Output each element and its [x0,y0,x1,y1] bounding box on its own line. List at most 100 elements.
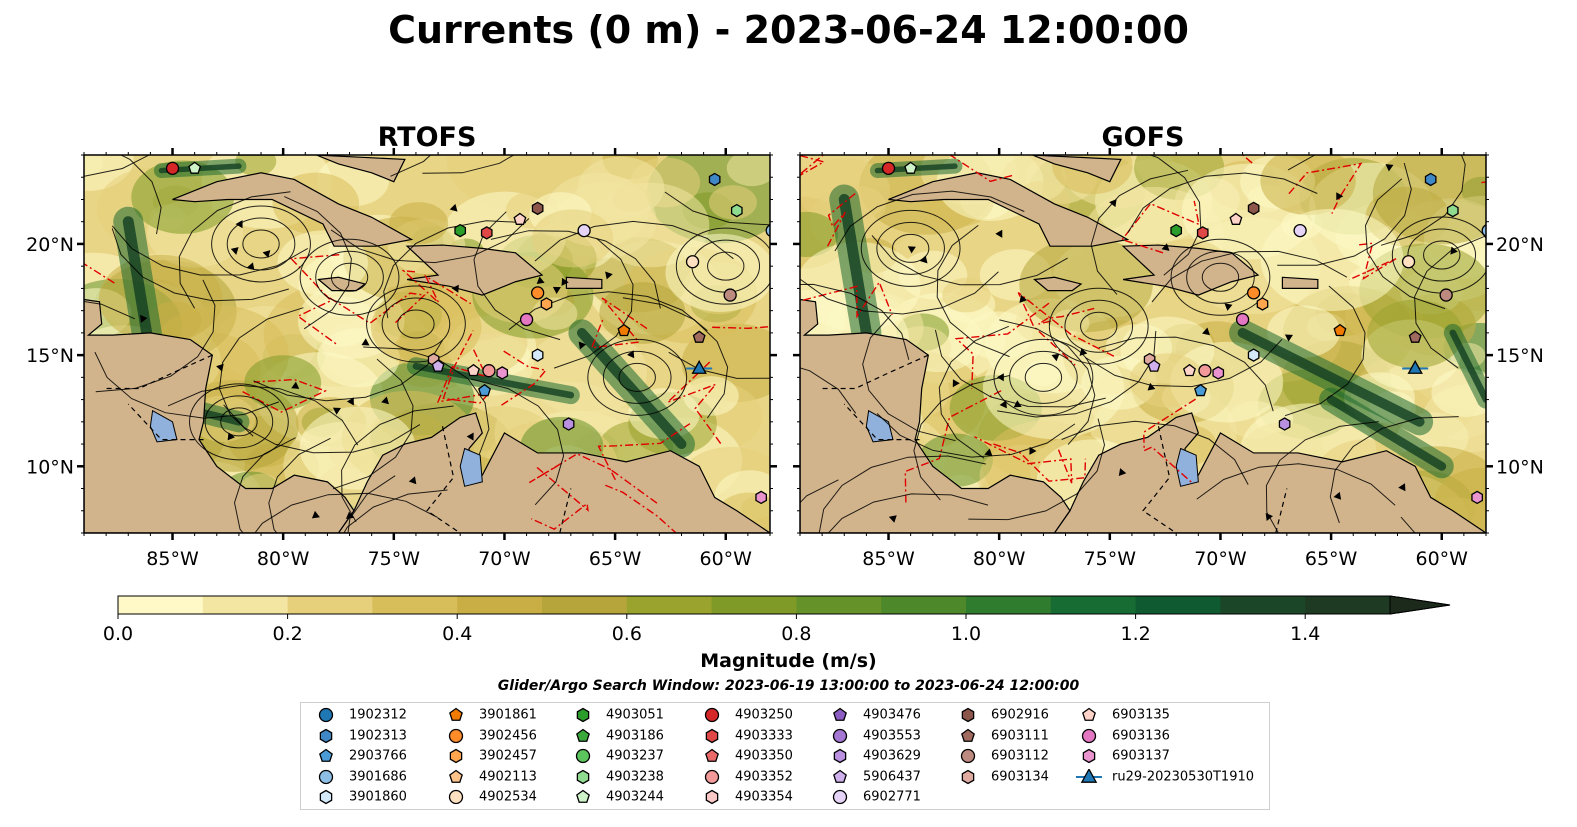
streamline-arrow [919,255,928,264]
streamline [1127,172,1318,233]
country-border [426,426,461,533]
streamline [936,225,1010,358]
legend-marker [832,790,848,805]
circle-marker-icon [318,707,334,723]
eddy-streamline [675,227,770,305]
land-puertorico [1281,276,1319,290]
eez-boundary [442,330,489,404]
legend-entry: 3901860 [311,789,407,806]
eddy-streamline [299,238,400,316]
legend-entry: 6903136 [1074,728,1170,745]
streamline [1196,463,1396,506]
colorbar-segment [626,596,713,614]
platform-6902916 [531,201,544,216]
lon-tick-label: 80°W [257,548,310,570]
platform-4903244 [904,161,918,174]
legend-label: 4903051 [606,707,664,723]
land-southam [337,412,770,533]
hexagon-marker-icon [705,728,719,743]
streamline [253,340,443,402]
streamline [827,493,989,533]
legend-entry: 3902456 [441,728,537,745]
legend-label: 4902534 [479,789,537,805]
platform-6903137 [496,366,509,380]
streamline-arrow [1265,512,1274,521]
lon-tick-label: 60°W [700,548,753,570]
legend-label: 6903135 [1112,707,1170,723]
eddy-streamline [204,395,274,449]
speed-patch [708,185,757,220]
lat-tick-label: 20°N [1496,234,1544,256]
speed-patch [235,155,277,176]
streamline-arrow [346,397,354,406]
platform-6903136 [519,312,534,327]
platform-3901861 [1333,323,1347,337]
platform-6903136 [1235,312,1250,327]
eddy-streamline [211,205,311,283]
legend-entry: 3901686 [311,769,407,786]
land-hispaniola [405,244,544,296]
streamline-arrow [1118,468,1127,477]
hexagon-marker-icon [705,790,719,805]
speed-patch [726,155,770,187]
legend-marker [576,769,590,785]
legend-entry: 6903112 [953,748,1049,765]
legend-marker [318,707,334,723]
legend-entry: 6903137 [1074,748,1170,765]
eddy-streamline [891,233,930,263]
colorbar-segment [542,596,628,614]
colorbar-segment [1305,596,1391,614]
streamline [1098,336,1274,412]
streamline [470,378,565,506]
pentagon-marker-icon [576,728,590,742]
streamline-arrow [449,203,458,212]
eddy-streamline [1024,362,1063,392]
pentagon-marker-icon [449,707,463,721]
speed-patch [84,155,134,191]
colorbar-segment [457,596,543,614]
speed-patch [1129,353,1206,408]
legend-entry: 4903051 [568,707,664,724]
platform-6902771 [577,223,591,238]
streamline-arrow [784,166,795,177]
legend-marker [1081,728,1097,743]
streamline-arrow [227,432,235,441]
eddy-streamline [993,338,1094,416]
panel-title: GOFS [1101,122,1184,153]
streamline [1148,155,1202,276]
platform-3902457 [540,297,553,311]
streamline-arrow [466,432,474,441]
legend-entry: 6903134 [953,769,1049,786]
legend-label: 4903250 [735,707,793,723]
streamline [111,228,289,302]
circle-marker-icon [832,790,848,805]
panel-title: RTOFS [378,122,477,153]
platform-4903629 [1278,417,1291,431]
legend-label: 3901686 [349,769,407,785]
streamline-arrow [1019,294,1028,303]
colorbar-label: Magnitude (m/s) [700,650,877,672]
streamline-arrow [783,329,792,337]
legend-label: 5906437 [863,769,921,785]
platform-5906437 [1147,359,1161,372]
speed-patch [1019,236,1153,333]
eddy-streamline [1186,250,1255,304]
streamline-arrow [626,350,635,359]
colorbar-segment [1050,596,1137,614]
eddy-streamline [366,285,466,363]
streamline [330,218,530,264]
legend-marker [705,790,719,805]
circle-marker-icon [448,728,464,743]
eddy-streamline [315,250,384,304]
streamline-arrow [480,100,487,108]
streamline-arrow [996,373,1004,382]
country-border [1142,426,1177,533]
legend-marker [576,728,590,742]
streamline-arrow [1260,86,1271,97]
hexagon-marker-icon [319,728,333,743]
streamline-arrow [311,510,320,519]
eddy-streamline [602,350,672,404]
legend-label: 3902456 [479,728,537,744]
legend-marker [319,748,333,763]
